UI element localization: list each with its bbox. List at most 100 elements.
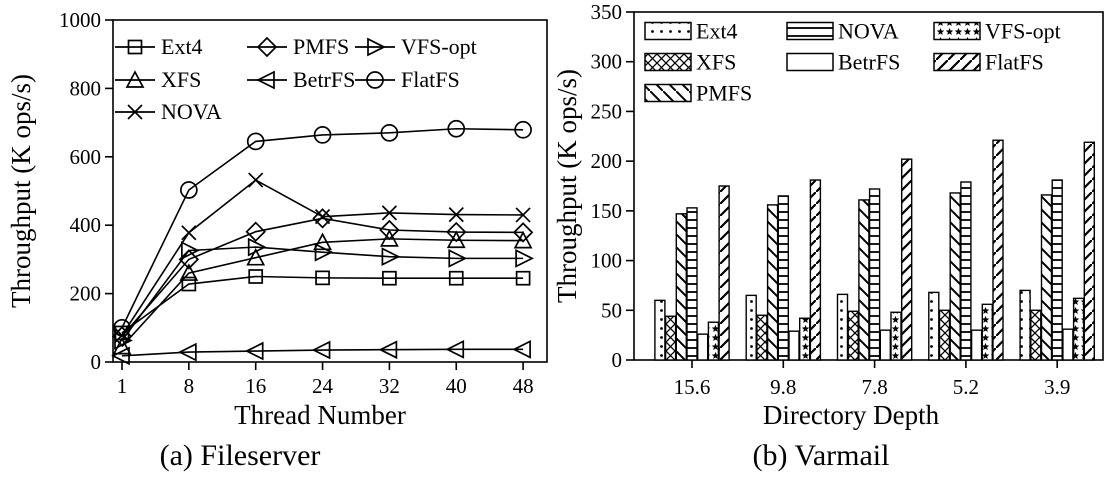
marker-x-cross [127,104,143,120]
y-tick-label: 0 [91,350,102,374]
marker-triangle-left [244,341,264,361]
legend-label-FlatFS: FlatFS [985,50,1044,75]
legend-label-NOVA: NOVA [838,19,899,44]
marker-diamond [256,36,278,58]
marker-triangle-right [181,241,200,260]
bar-VFS-opt-15.6 [707,321,720,361]
y-tick-label: 800 [70,76,102,100]
legend-item-Ext4: Ext4 [644,19,738,44]
legend-item-BetrFS: BetrFS [247,67,355,92]
marker-triangle-left [177,342,197,362]
legend-swatch-FlatFS [933,52,981,72]
x-tick-label: 40 [446,374,467,398]
bar-PMFS-5.2 [949,192,961,361]
legend-label-PMFS: PMFS [293,34,349,59]
bar-VFS-opt-9.8 [799,317,811,361]
marker-square [248,269,264,284]
marker-triangle-left [445,339,465,359]
bar-XFS-5.2 [938,309,951,361]
marker-square [448,270,464,286]
legend-item-FlatFS: FlatFS [933,50,1044,75]
y-tick-label: 1000 [59,8,101,32]
marker-triangle-left [256,70,275,90]
legend-item-BetrFS: BetrFS [786,50,900,75]
series-line-PMFS [121,217,524,337]
marker-triangle-up [313,232,332,251]
x-tick-label: 32 [379,374,400,398]
marker-triangle-up [513,230,533,249]
marker-triangle-up [446,230,466,249]
bar-Ext4-9.8 [745,294,757,361]
marker-square [315,270,330,286]
marker-square [382,270,397,286]
marker-x-cross [314,209,331,225]
plot-box [112,19,548,363]
x-tick-label: 24 [312,374,334,398]
bar-NOVA-3.9 [1051,179,1063,361]
legend-label-BetrFS: BetrFS [838,50,900,75]
y-tick-label: 150 [591,199,623,223]
marker-diamond [312,208,333,229]
y-tick-label: 350 [591,0,623,24]
fileserver-axes: 0 200 400 600 800 1000 1 8 16 24 32 40 48 [59,8,548,398]
bar-FlatFS-15.6 [718,185,730,361]
legend-swatch-Ext4 [644,21,692,41]
bar-PMFS-15.6 [675,213,687,361]
bar-NOVA-15.6 [686,207,698,361]
marker-triangle-right [247,237,267,257]
bar-NOVA-7.8 [868,188,881,361]
marker-square [515,270,531,286]
marker-circle [313,126,332,144]
fileserver-series [111,119,535,366]
marker-circle [380,124,399,142]
legend-label-PMFS: PMFS [696,81,752,106]
marker-triangle-right [314,242,334,262]
marker-triangle-right [367,37,386,57]
marker-x-cross [248,172,264,188]
legend-swatch-XFS [644,52,692,72]
x-tick-label: 48 [513,374,534,398]
marker-triangle-left [111,346,130,366]
legend-item-PMFS: PMFS [247,34,349,59]
bar-XFS-7.8 [847,310,859,361]
marker-diamond [245,221,266,242]
legend-item-Ext4: Ext4 [115,34,203,59]
x-tick-label: 8 [184,374,195,398]
legend-item-PMFS: PMFS [644,81,752,106]
y-tick-label: 200 [70,282,102,306]
legend-item-FlatFS: FlatFS [355,67,460,92]
bar-NOVA-9.8 [777,195,789,361]
series-line-VFS-opt [121,246,524,341]
bar-FlatFS-7.8 [901,158,913,361]
bar-NOVA-5.2 [960,181,972,361]
y-tick-label: 600 [70,145,102,169]
legend-label-VFS-opt: VFS-opt [401,34,477,59]
marker-square [181,276,197,292]
legend-label-XFS: XFS [161,67,201,92]
marker-diamond [379,219,400,241]
bar-XFS-15.6 [664,315,677,361]
series-line-FlatFS [121,127,524,329]
y-tick-label: 300 [591,50,623,74]
bar-Ext4-5.2 [928,291,940,361]
marker-triangle-left [311,340,331,360]
marker-triangle-left [378,340,398,360]
legend-label-XFS: XFS [696,50,736,75]
legend-label-Ext4: Ext4 [161,34,203,59]
marker-triangle-left [512,339,531,359]
legend-swatch-NOVA [786,21,834,41]
legend-item-VFS-opt: VFS-opt [355,34,477,59]
bar-PMFS-3.9 [1040,194,1053,361]
bar-Ext4-15.6 [654,299,666,361]
marker-x-cross [515,207,531,223]
varmail-legend: Ext4 NOVA VFS-opt XFS BetrFS FlatFS PMFS [644,19,1061,106]
bar-PMFS-9.8 [766,204,779,361]
marker-diamond [178,249,200,270]
y-tick-label: 0 [612,348,623,372]
marker-triangle-up [125,70,145,88]
bar-BetrFS-3.9 [1062,328,1074,361]
marker-circle [246,132,265,151]
legend-label-FlatFS: FlatFS [401,67,460,92]
bar-BetrFS-7.8 [879,329,891,361]
